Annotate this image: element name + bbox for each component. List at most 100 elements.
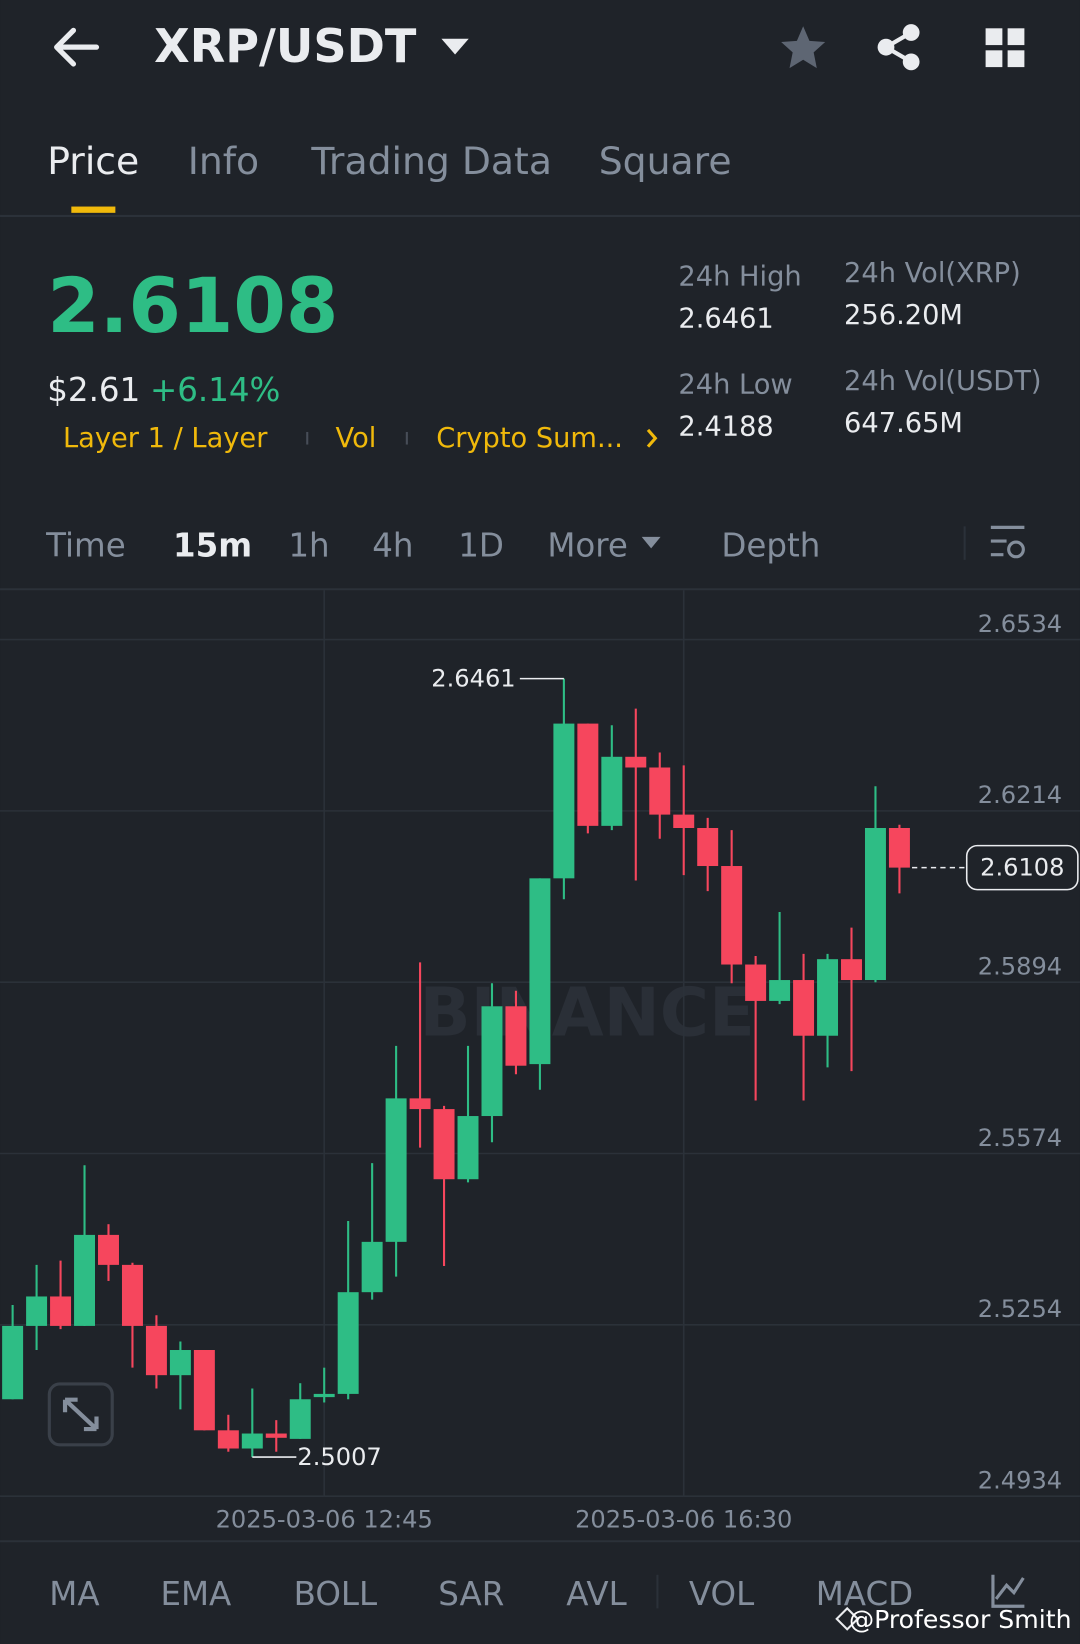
candle-body: [361, 1241, 383, 1293]
y-tick-label: 2.5574: [978, 1124, 1062, 1152]
candle-body: [697, 828, 719, 867]
candle-body: [26, 1296, 48, 1326]
tab[interactable]: Trading Data: [310, 139, 552, 183]
candle-body: [888, 828, 910, 868]
tab[interactable]: Info: [188, 139, 259, 183]
candle-body: [649, 767, 671, 815]
stat-label: 24h Low: [678, 369, 792, 400]
indicator[interactable]: EMA: [160, 1575, 231, 1613]
last-price-box: [965, 844, 1079, 891]
watermark: BINANCE: [419, 974, 754, 1052]
stat-value: 2.6461: [678, 303, 773, 334]
candle-body: [864, 828, 886, 981]
low-label: 2.5007: [297, 1443, 381, 1471]
indicator[interactable]: AVL: [566, 1575, 627, 1613]
candle-body: [721, 866, 743, 965]
favorite-star[interactable]: [781, 26, 826, 69]
chart: BINANCE 2.4934 2.5254 2.5574 2.5894 2.6214 2.6…: [0, 590, 1080, 1533]
stat-label: 24h Vol(USDT): [844, 366, 1042, 397]
indicator[interactable]: SAR: [438, 1575, 504, 1613]
credit-logo: [835, 1606, 860, 1631]
chart-settings[interactable]: [990, 525, 1025, 559]
interval[interactable]: 1h: [288, 526, 329, 564]
tags-more[interactable]: [646, 428, 658, 448]
tab[interactable]: Price: [47, 139, 139, 183]
candle-body: [50, 1296, 72, 1326]
candle-body: [529, 878, 551, 1065]
stat-label: 24h High: [678, 261, 801, 292]
interval[interactable]: 1D: [458, 526, 504, 564]
candle-body: [193, 1350, 215, 1431]
candle-body: [601, 756, 623, 826]
candle-body: [457, 1116, 479, 1180]
indicator[interactable]: MACD: [816, 1575, 913, 1613]
high-label: 2.6461: [431, 665, 515, 693]
stat-value: 2.4188: [678, 411, 773, 442]
candle-body: [98, 1234, 119, 1265]
y-tick-label: 2.6214: [978, 781, 1062, 809]
tab-indicator: [71, 206, 116, 213]
share-button[interactable]: [877, 24, 920, 71]
candle-body: [817, 959, 839, 1036]
candle-body: [74, 1234, 96, 1326]
indicator-settings[interactable]: [991, 1574, 1025, 1608]
price-change: +6.14%: [150, 371, 280, 409]
candle-body: [265, 1433, 287, 1438]
stat-value: 256.20M: [844, 300, 963, 331]
interval[interactable]: Depth: [721, 526, 820, 564]
candle-body: [577, 723, 599, 826]
tag[interactable]: Crypto Sum...: [436, 423, 623, 454]
tag[interactable]: Vol: [336, 423, 377, 454]
expand-button[interactable]: [47, 1382, 114, 1447]
candle-body: [313, 1393, 335, 1398]
candle-body: [481, 1006, 503, 1117]
candle-body: [241, 1433, 263, 1449]
y-tick-label: 2.5254: [978, 1295, 1062, 1323]
stat-value: 647.65M: [844, 408, 963, 439]
last-price: 2.6108: [47, 262, 338, 350]
candle-body: [409, 1098, 431, 1110]
candle-body: [385, 1098, 407, 1242]
interval[interactable]: 15m: [173, 526, 252, 564]
candle-body: [769, 980, 791, 1001]
candle-body: [121, 1264, 143, 1326]
candle-body: [289, 1399, 311, 1439]
back-button[interactable]: [54, 27, 100, 67]
indicator[interactable]: MA: [49, 1575, 99, 1613]
expand-icon: [62, 1397, 99, 1432]
tag[interactable]: Layer 1 / Layer: [63, 423, 268, 454]
more-dropdown[interactable]: [641, 536, 661, 549]
interval[interactable]: More: [547, 526, 628, 564]
y-tick-label: 2.6534: [978, 610, 1062, 638]
indicator[interactable]: VOL: [689, 1575, 754, 1613]
candle-body: [745, 964, 767, 1001]
candle-body: [673, 814, 695, 829]
fiat-price: $2.61: [47, 371, 140, 409]
candle-body: [793, 980, 815, 1036]
candle-body: [841, 959, 862, 981]
credit: @Professor Smith: [849, 1605, 1072, 1634]
candle-body: [145, 1325, 167, 1376]
y-tick-label: 2.5894: [978, 953, 1062, 981]
x-tick-label: 2025-03-06 16:30: [575, 1505, 792, 1533]
candle-body: [337, 1292, 359, 1394]
pair-dropdown[interactable]: [441, 38, 469, 55]
grid-menu[interactable]: [985, 28, 1025, 68]
candle-body: [625, 756, 647, 768]
interval[interactable]: Time: [45, 526, 126, 564]
stat-label: 24h Vol(XRP): [844, 258, 1021, 289]
x-tick-label: 2025-03-06 12:45: [216, 1505, 433, 1533]
interval[interactable]: 4h: [372, 526, 413, 564]
y-tick-label: 2.4934: [978, 1466, 1062, 1494]
pair-title[interactable]: XRP/USDT: [154, 19, 417, 73]
indicator[interactable]: BOLL: [294, 1575, 378, 1613]
candle-body: [169, 1350, 191, 1376]
candle-body: [553, 723, 575, 879]
candle-body: [433, 1109, 455, 1180]
last-price-label: 2.6108: [980, 854, 1064, 882]
candle-body: [217, 1430, 239, 1449]
candle-body: [505, 1006, 527, 1066]
tab[interactable]: Square: [599, 139, 732, 183]
